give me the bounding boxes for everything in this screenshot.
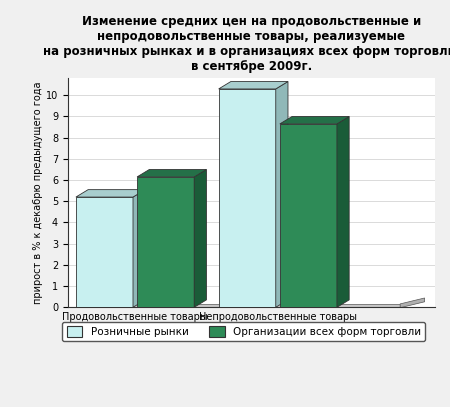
Polygon shape (76, 190, 145, 197)
Polygon shape (194, 169, 207, 307)
Polygon shape (219, 89, 276, 307)
Title: Изменение средних цен на продовольственные и
непродовольственные товары, реализу: Изменение средних цен на продовольственн… (43, 15, 450, 73)
Legend: Розничные рынки, Организации всех форм торговли: Розничные рынки, Организации всех форм т… (63, 322, 426, 341)
Polygon shape (400, 298, 425, 308)
Polygon shape (219, 81, 288, 89)
Polygon shape (280, 116, 349, 124)
Polygon shape (276, 81, 288, 307)
Polygon shape (137, 177, 194, 307)
Polygon shape (133, 190, 145, 307)
Polygon shape (84, 304, 400, 308)
Polygon shape (76, 197, 133, 307)
Polygon shape (280, 124, 337, 307)
Polygon shape (337, 116, 349, 307)
Polygon shape (137, 169, 207, 177)
Y-axis label: прирост в % к декабрю предыдущего года: прирост в % к декабрю предыдущего года (33, 81, 43, 304)
